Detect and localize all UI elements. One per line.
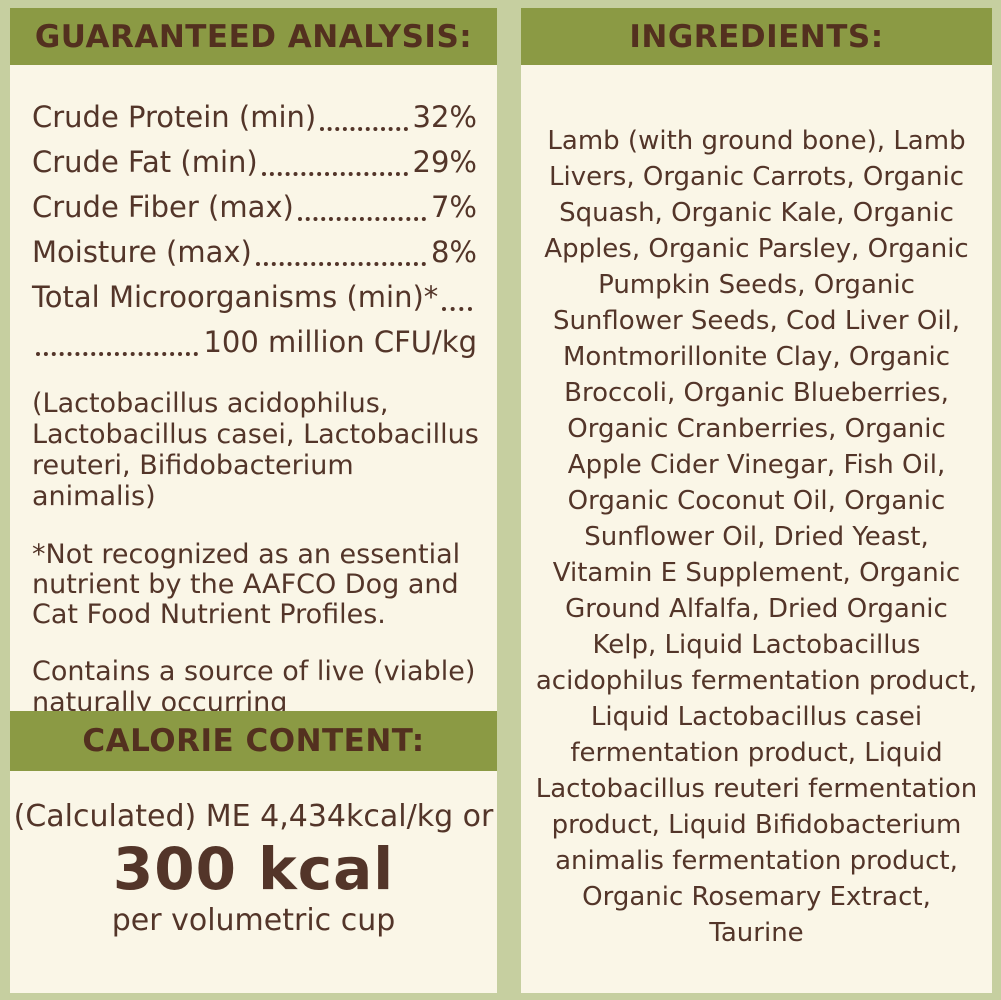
dotted-leader (297, 217, 426, 221)
analysis-label: Crude Fat (min) (32, 145, 258, 179)
analysis-row-microorganisms-value: 100 million CFU/kg (32, 320, 477, 365)
guaranteed-analysis-title: GUARANTEED ANALYSIS: (34, 18, 473, 55)
analysis-value: 7% (430, 190, 477, 224)
calorie-content-header-band: CALORIE CONTENT: (10, 711, 497, 771)
analysis-row-crude-fat: Crude Fat (min) 29% (32, 140, 477, 185)
dotted-leader (255, 262, 426, 266)
analysis-row-crude-protein: Crude Protein (min) 32% (32, 95, 477, 140)
calorie-kcal-per-kg: (Calculated) ME 4,434kcal/kg or (13, 799, 494, 834)
analysis-row-moisture: Moisture (max) 8% (32, 230, 477, 275)
analysis-row-crude-fiber: Crude Fiber (max) 7% (32, 185, 477, 230)
dotted-leader (261, 172, 408, 176)
dotted-leader (36, 352, 199, 356)
ingredients-header-band: INGREDIENTS: (521, 8, 992, 65)
analysis-label: Crude Fiber (max) (32, 190, 294, 224)
calorie-content-body: (Calculated) ME 4,434kcal/kg or 300 kcal… (10, 798, 497, 940)
analysis-value: 32% (412, 100, 477, 134)
ingredients-panel: INGREDIENTS: Lamb (with ground bone), La… (521, 8, 992, 993)
ingredients-list: Lamb (with ground bone), Lamb Livers, Or… (535, 126, 978, 948)
microorganism-species-note: (Lactobacillus acidophilus, Lactobacillu… (32, 388, 479, 512)
analysis-label: Moisture (max) (32, 235, 252, 269)
dotted-leader (320, 127, 408, 131)
guaranteed-analysis-header-band: GUARANTEED ANALYSIS: (10, 8, 497, 65)
calorie-kcal-value: 300 kcal (112, 835, 395, 903)
analysis-value: 29% (412, 145, 477, 179)
analysis-value: 100 million CFU/kg (203, 325, 477, 359)
analysis-row-microorganisms: Total Microorganisms (min)* (32, 275, 477, 320)
analysis-value: 8% (430, 235, 477, 269)
calorie-per-cup: per volumetric cup (111, 903, 396, 938)
aafco-footnote: *Not recognized as an essential nutrient… (32, 539, 461, 630)
analysis-table: Crude Protein (min) 32% Crude Fat (min) … (32, 95, 477, 365)
dotted-leader (442, 307, 472, 311)
analysis-label: Crude Protein (min) (32, 100, 317, 134)
calorie-content-title: CALORIE CONTENT: (82, 723, 425, 759)
guaranteed-analysis-panel: GUARANTEED ANALYSIS: Crude Protein (min)… (10, 8, 497, 993)
analysis-label: Total Microorganisms (min)* (32, 280, 439, 314)
ingredients-title: INGREDIENTS: (629, 18, 884, 55)
